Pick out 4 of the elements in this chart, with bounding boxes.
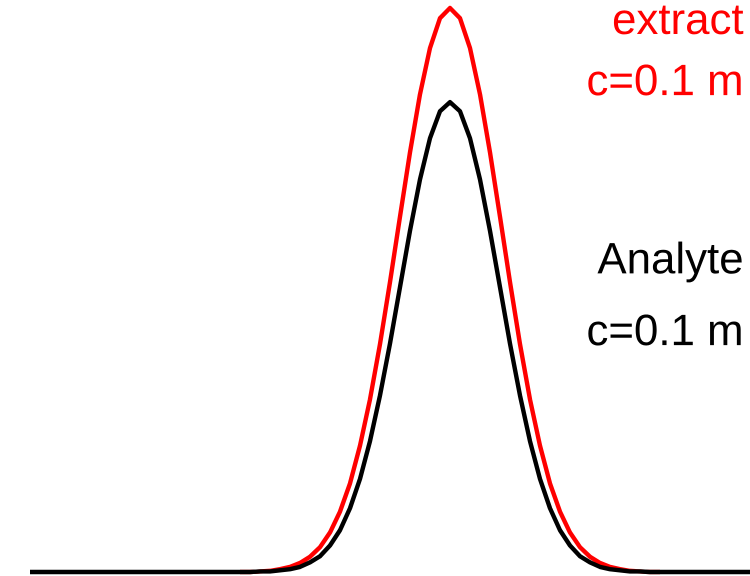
annotation: c=0.1 m	[588, 64, 741, 96]
text: Analyte	[597, 242, 742, 282]
text: extract	[614, 6, 744, 34]
annotation: c=0.1 m	[588, 314, 741, 346]
